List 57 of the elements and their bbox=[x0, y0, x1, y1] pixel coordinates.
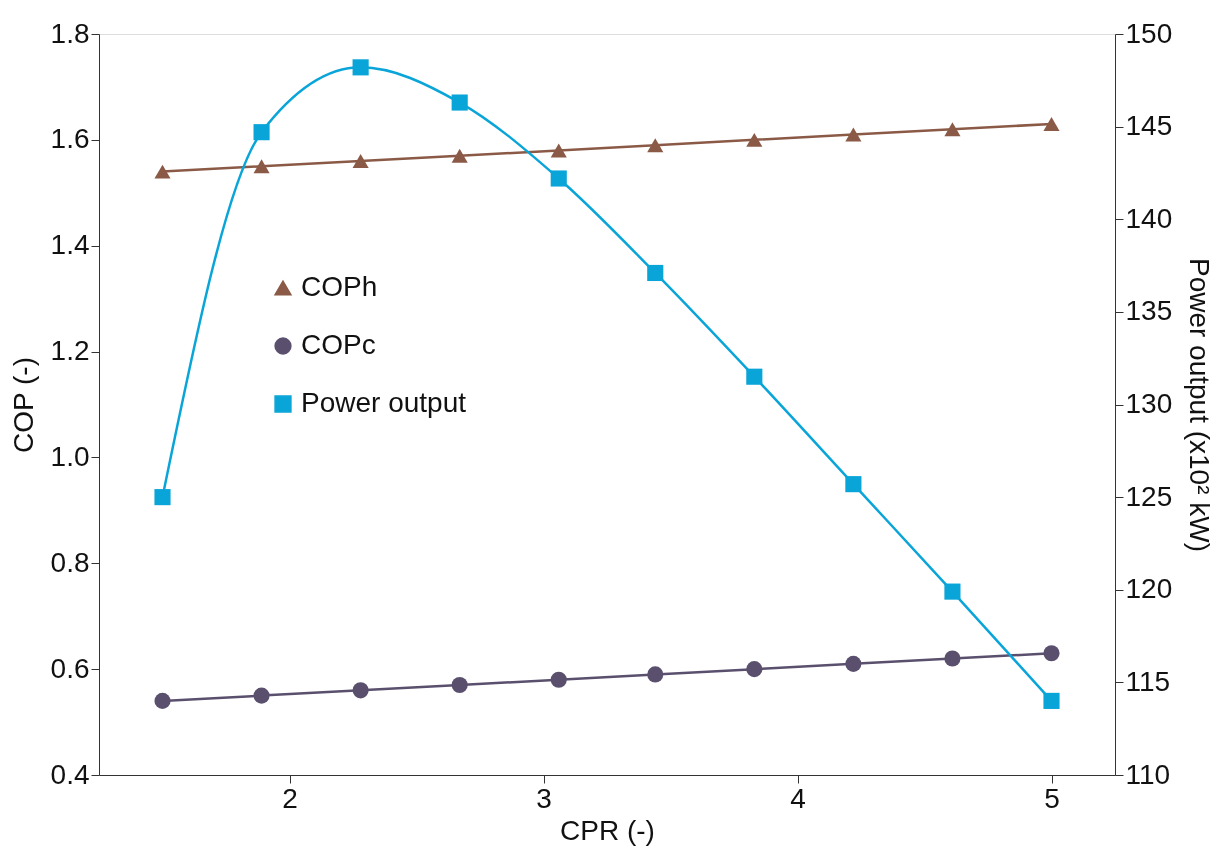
point bbox=[451, 676, 468, 694]
point bbox=[550, 671, 567, 688]
point bbox=[253, 687, 270, 704]
point bbox=[352, 59, 369, 76]
x-tick-label: 4 bbox=[790, 782, 806, 814]
y-axis-title: COP (-) bbox=[7, 357, 39, 453]
y-tick-label: 0.4 bbox=[50, 758, 90, 790]
point bbox=[944, 583, 961, 600]
point bbox=[845, 476, 862, 493]
point bbox=[845, 127, 862, 142]
y2-axis-title: Power output (x10² kW) bbox=[1184, 257, 1216, 553]
y-tick-label: 1.2 bbox=[50, 335, 90, 367]
y-tick-label: 1.8 bbox=[50, 17, 90, 49]
point bbox=[154, 489, 171, 506]
point bbox=[746, 368, 763, 385]
legend-label: Power output bbox=[301, 387, 467, 418]
point bbox=[451, 94, 468, 111]
x-tick-label: 3 bbox=[536, 782, 552, 814]
y2-tick-label: 145 bbox=[1125, 110, 1173, 142]
point bbox=[1043, 117, 1060, 131]
point bbox=[550, 170, 567, 187]
point bbox=[1043, 645, 1060, 662]
point bbox=[550, 143, 567, 158]
legend-label: COPc bbox=[301, 329, 376, 360]
point bbox=[647, 138, 664, 153]
point bbox=[647, 666, 664, 683]
y-tick-label: 1.6 bbox=[50, 123, 90, 155]
point bbox=[253, 159, 270, 174]
point bbox=[746, 132, 763, 147]
y2-tick-label: 110 bbox=[1125, 758, 1171, 790]
point bbox=[352, 154, 369, 169]
y2-tick-label: 150 bbox=[1125, 17, 1173, 49]
legend-label: COPh bbox=[301, 271, 378, 302]
x-tick-label: 5 bbox=[1044, 782, 1060, 814]
x-tick-label: 2 bbox=[282, 782, 298, 814]
point bbox=[944, 650, 961, 667]
point bbox=[944, 122, 961, 137]
y-tick-label: 0.8 bbox=[50, 546, 90, 578]
y-tick-label: 1.0 bbox=[50, 440, 90, 472]
point bbox=[451, 148, 468, 163]
y2-tick-label: 130 bbox=[1125, 388, 1173, 419]
x-axis-title: CPR (-) bbox=[560, 814, 655, 846]
point bbox=[845, 655, 862, 672]
point bbox=[746, 661, 763, 678]
point bbox=[154, 164, 171, 179]
point bbox=[352, 682, 369, 699]
y2-tick-label: 115 bbox=[1125, 665, 1171, 697]
y2-tick-label: 135 bbox=[1125, 295, 1173, 327]
y-tick-label: 0.6 bbox=[50, 652, 90, 684]
point bbox=[1043, 692, 1060, 709]
point bbox=[253, 124, 270, 141]
point bbox=[647, 264, 664, 282]
y2-tick-label: 125 bbox=[1125, 480, 1173, 512]
point bbox=[154, 692, 171, 709]
y2-tick-label: 120 bbox=[1125, 573, 1173, 605]
y2-tick-label: 140 bbox=[1125, 202, 1173, 234]
y-tick-label: 1.4 bbox=[50, 229, 90, 261]
